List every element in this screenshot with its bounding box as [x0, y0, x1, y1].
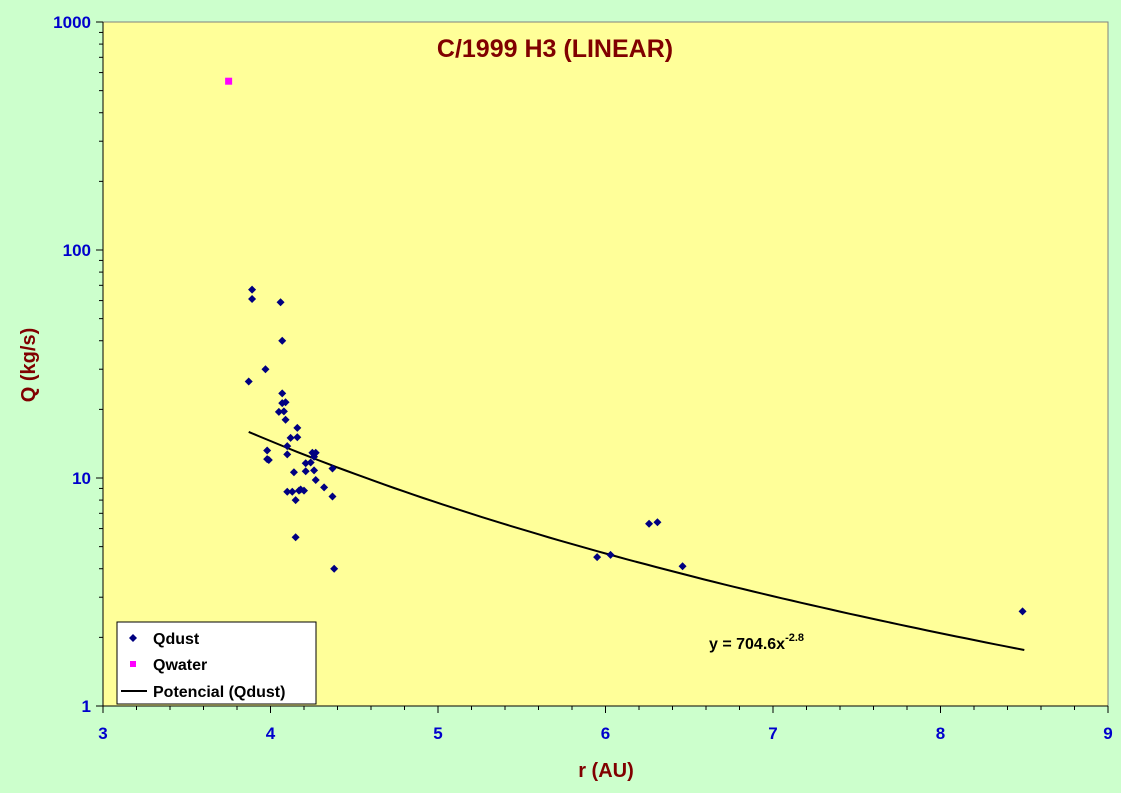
x-tick-label: 6 [601, 724, 610, 743]
qdust-point [278, 389, 287, 398]
qdust-point [283, 450, 292, 459]
qdust-point [301, 467, 310, 476]
points-layer [225, 77, 1027, 616]
chart-title: C/1999 H3 (LINEAR) [437, 35, 673, 63]
trendline-equation: y = 704.6x-2.8 [709, 632, 804, 653]
qdust-point [293, 433, 302, 442]
legend-box [116, 621, 317, 705]
qdust-point [320, 483, 329, 492]
qdust-point [1018, 607, 1027, 616]
x-tick-label: 5 [433, 724, 442, 743]
qdust-point [306, 458, 315, 467]
qdust-point [653, 518, 662, 527]
qdust-point [606, 550, 615, 559]
legend-diamond-marker [129, 634, 137, 642]
y-tick-label: 100 [63, 241, 91, 260]
qdust-point [248, 285, 257, 294]
qdust-point [301, 459, 310, 468]
qdust-point [278, 336, 287, 345]
x-tick-label: 3 [98, 724, 107, 743]
qdust-point [328, 464, 337, 473]
qdust-point [248, 294, 257, 303]
qdust-point [263, 446, 272, 455]
qdust-point [281, 415, 290, 424]
qdust-point [291, 496, 300, 505]
axes: 3 4 5 6 7 8 9 1 10 100 1000 [53, 13, 1113, 743]
legend-square-marker [130, 661, 136, 667]
qdust-point [288, 487, 297, 496]
trendline-qdust [248, 430, 1025, 651]
qdust-point [274, 407, 283, 416]
qdust-point [276, 298, 285, 307]
qdust-point [311, 448, 320, 457]
legend-item-qwater: Qwater [130, 657, 207, 674]
y-axis-label: Q (kg/s) [18, 328, 40, 402]
y-tick-label: 1000 [53, 13, 91, 32]
qdust-point [286, 433, 295, 442]
qwater-point [225, 77, 233, 85]
trendline-layer [248, 430, 1025, 651]
qdust-point [330, 564, 339, 573]
plot-area [102, 21, 1109, 707]
legend-label-qwater: Qwater [153, 657, 207, 674]
legend-label-qdust: Qdust [153, 631, 200, 648]
qdust-point [291, 533, 300, 542]
y-tick-label: 10 [72, 469, 91, 488]
qdust-point [283, 442, 292, 451]
legend-label-trendline: Potencial (Qdust) [153, 684, 285, 701]
qdust-point [645, 519, 654, 528]
qdust-point [300, 486, 308, 495]
qdust-point [328, 492, 337, 501]
qdust-point [283, 487, 292, 496]
qdust-point [281, 398, 290, 407]
qdust-point [678, 562, 687, 571]
x-tick-label: 4 [266, 724, 276, 743]
qdust-point [244, 377, 253, 386]
x-tick-label: 9 [1103, 724, 1112, 743]
equation-exponent: -2.8 [785, 632, 804, 644]
y-tick-label: 1 [82, 697, 91, 716]
x-tick-label: 7 [768, 724, 777, 743]
x-tick-label: 8 [936, 724, 945, 743]
qdust-point [593, 553, 602, 562]
legend-item-trendline: Potencial (Qdust) [121, 684, 285, 701]
qdust-point [261, 365, 270, 374]
qdust-point [264, 455, 273, 464]
qdust-point [293, 423, 302, 432]
legend-item-qdust: Qdust [129, 631, 200, 648]
qdust-point [289, 468, 298, 477]
qdust-point [310, 466, 319, 475]
legend: Qdust Qwater Potencial (Qdust) [116, 621, 317, 705]
equation-base: y = 704.6x [709, 636, 785, 653]
x-axis-label: r (AU) [578, 760, 634, 782]
qdust-point [279, 407, 288, 416]
qdust-point [311, 476, 320, 485]
